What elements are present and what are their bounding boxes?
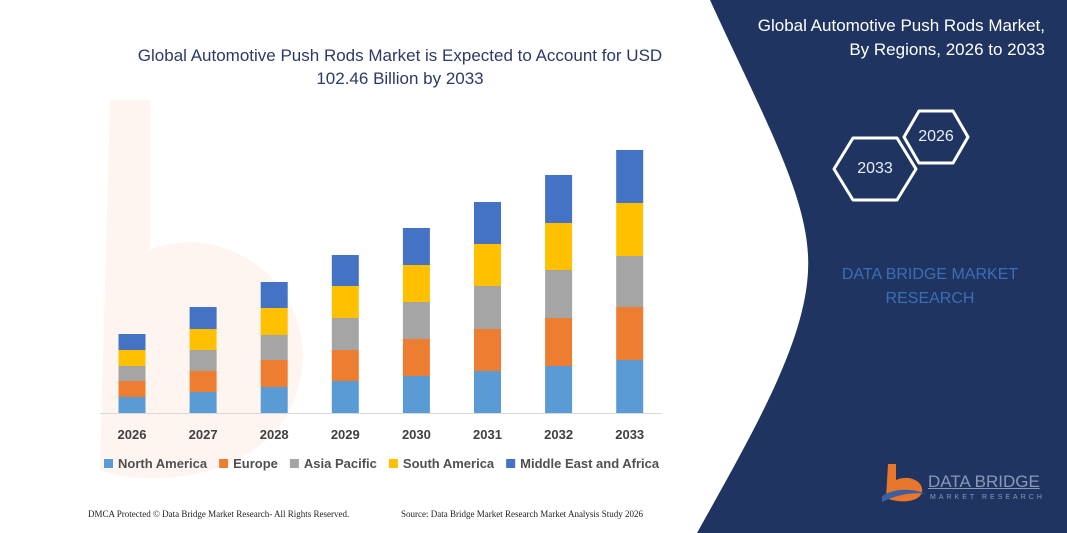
legend-entry: Asia Pacific: [304, 456, 377, 471]
bar-segment-2028-europe: [260, 360, 288, 387]
bar-segment-2029-europe: [331, 350, 359, 381]
panel-watermark-text: DATA BRIDGE MARKET RESEARCH: [800, 263, 1060, 311]
legend-swatch: [289, 459, 299, 468]
bar-segment-2026-europe: [118, 381, 146, 397]
x-tick-label: 2027: [189, 427, 218, 442]
chart-title: Global Automotive Push Rods Market is Ex…: [137, 46, 663, 88]
bar-segment-2029-middle-east-and-africa: [331, 255, 359, 286]
bar-segment-2033-asia-pacific: [616, 256, 644, 307]
legend-entry: North America: [118, 456, 208, 471]
bar-segment-2027-asia-pacific: [189, 350, 217, 371]
watermark-logo: [100, 100, 303, 479]
legend-entry: Middle East and Africa: [520, 456, 660, 471]
bar-segment-2031-europe: [474, 329, 501, 371]
bar-segment-2027-europe: [189, 371, 217, 392]
x-tick-label: 2031: [473, 427, 502, 442]
footer-copyright: DMCA Protected © Data Bridge Market Rese…: [88, 509, 350, 519]
hexagon-2026-label: 2026: [918, 128, 954, 145]
bar-segment-2032-asia-pacific: [545, 270, 573, 318]
bar-segment-2029-south-america: [331, 286, 359, 318]
bar-segment-2031-middle-east-and-africa: [474, 202, 501, 244]
x-tick-label: 2028: [260, 427, 289, 442]
bar-segment-2027-south-america: [189, 329, 217, 350]
bar-segment-2027-middle-east-and-africa: [189, 307, 217, 329]
bar-segment-2032-north-america: [545, 366, 573, 413]
logo-main-text: DATA BRIDGE: [928, 472, 1040, 491]
hexagon-2026: 2026: [902, 109, 970, 165]
bar-segment-2028-middle-east-and-africa: [260, 282, 288, 308]
x-tick-label: 2032: [544, 427, 573, 442]
x-tick-label: 2029: [331, 427, 360, 442]
panel-title-line1: Global Automotive Push Rods Market,: [757, 16, 1045, 35]
hexagon-2033: 2033: [832, 136, 918, 202]
bar-segment-2033-north-america: [616, 360, 644, 413]
panel-title-line2: By Regions, 2026 to 2033: [849, 40, 1045, 59]
bar-segment-2029-north-america: [331, 381, 359, 413]
panel-title: Global Automotive Push Rods Market, By R…: [758, 14, 1045, 62]
x-tick-label: 2033: [615, 427, 644, 442]
legend-swatch: [506, 459, 516, 468]
bar-segment-2028-south-america: [260, 308, 288, 335]
bar-segment-2033-middle-east-and-africa: [616, 150, 644, 203]
bar-segment-2032-europe: [545, 318, 573, 366]
bar-segment-2032-middle-east-and-africa: [545, 175, 573, 223]
watermark-line1: DATA BRIDGE MARKET: [841, 266, 1019, 283]
legend-entry: Europe: [233, 456, 278, 471]
x-tick-label: 2030: [402, 427, 431, 442]
bar-segment-2032-south-america: [545, 223, 573, 270]
bar-segment-2027-north-america: [189, 392, 217, 413]
bar-segment-2029-asia-pacific: [331, 318, 359, 350]
legend-swatch: [104, 459, 113, 468]
stacked-bar-chart: 2026 2027 2028 2029 2030 2031 2032 2033 North Am…: [100, 150, 662, 471]
bar-segment-2031-asia-pacific: [474, 286, 501, 329]
logo-mark-icon: [882, 464, 926, 502]
footer-source: Source: Data Bridge Market Research Mark…: [401, 509, 643, 519]
bar-segment-2028-asia-pacific: [260, 335, 288, 360]
bar-segment-2030-europe: [402, 339, 430, 376]
legend-swatch: [388, 459, 398, 468]
bar-segment-2030-asia-pacific: [402, 302, 430, 339]
bar-segment-2030-middle-east-and-africa: [402, 228, 430, 265]
bar-segment-2030-north-america: [402, 376, 430, 413]
data-bridge-logo: DATA BRIDGE MARKET RESEARCH: [880, 462, 1042, 512]
hexagon-2033-label: 2033: [857, 160, 893, 177]
right-panel: [697, 0, 1067, 533]
bar-segment-2030-south-america: [402, 265, 430, 302]
legend-swatch: [219, 459, 229, 468]
x-tick-label: 2026: [118, 427, 147, 442]
bar-segment-2026-north-america: [118, 397, 146, 413]
bar-segment-2033-europe: [616, 307, 644, 360]
bar-segment-2026-south-america: [118, 350, 146, 366]
bar-segment-2026-middle-east-and-africa: [118, 334, 146, 350]
bar-segment-2028-north-america: [260, 387, 288, 413]
bar-segment-2031-north-america: [474, 371, 501, 413]
legend-entry: South America: [403, 456, 495, 471]
logo-sub-text: MARKET RESEARCH: [930, 494, 1045, 501]
bar-segment-2031-south-america: [474, 244, 501, 286]
watermark-line2: RESEARCH: [885, 290, 975, 307]
bar-segment-2033-south-america: [616, 203, 644, 256]
bar-segment-2026-asia-pacific: [118, 366, 146, 381]
